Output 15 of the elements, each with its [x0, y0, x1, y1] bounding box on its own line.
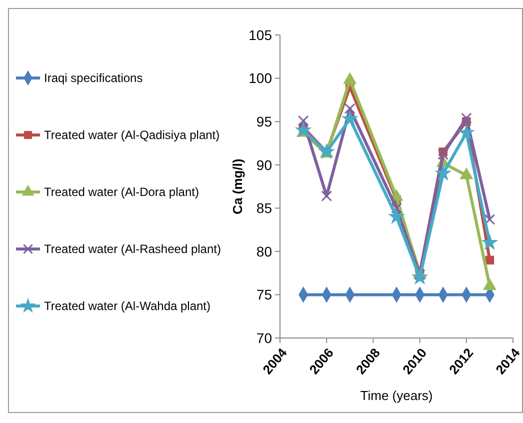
y-tick-label: 70 — [256, 330, 272, 346]
y-tick-label: 85 — [256, 200, 272, 216]
x-axis-title: Time (years) — [360, 388, 433, 403]
legend-label: Treated water (Al-Rasheed plant) — [44, 242, 221, 256]
y-tick-label: 75 — [256, 286, 272, 303]
y-tick-label: 95 — [256, 113, 272, 130]
y-axis-title: Ca (mg/l) — [230, 158, 245, 214]
legend-label: Treated water (Al-Wahda plant) — [44, 299, 211, 314]
y-tick-label: 105 — [248, 26, 272, 43]
legend-label: Treated water (Al-Qadisiya plant) — [44, 128, 220, 142]
legend-label: Treated water (Al-Dora plant) — [44, 185, 199, 200]
y-tick-label: 90 — [256, 156, 272, 173]
y-tick-label: 100 — [248, 70, 272, 86]
y-tick-label: 80 — [256, 243, 272, 260]
legend-label: Iraqi specifications — [44, 71, 143, 86]
